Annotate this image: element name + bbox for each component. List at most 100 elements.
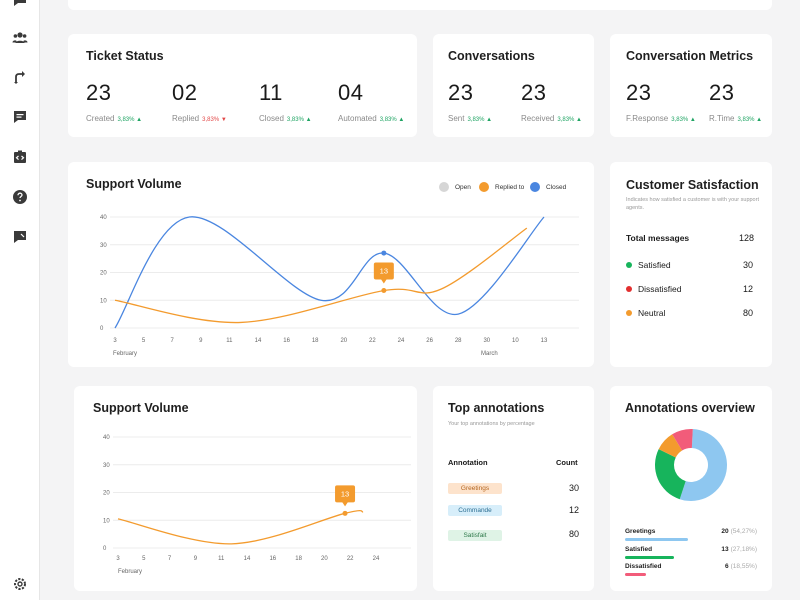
stat-response-time: 23 R.Time 3,83% ▲ [709,80,762,123]
legend-open[interactable]: Open [439,182,471,192]
settings-icon[interactable] [12,576,28,592]
overview-label: Dissatisfied [625,563,662,570]
overview-value: 20 (54,27%) [721,528,757,535]
overview-row: Greetings 20 (54,27%) [625,528,757,544]
conversations-card: Conversations 23 Sent 3,83% ▲ 23 Received… [433,34,594,137]
x-tick-label: 16 [283,338,290,344]
tooltip-point [342,510,348,516]
overview-bar [625,573,646,576]
help-icon[interactable] [12,189,28,205]
y-tick-label: 40 [103,435,110,441]
row-label: Neutral [638,308,666,318]
y-tick-label: 10 [100,298,107,304]
route-icon[interactable] [12,69,28,85]
legend-label: Closed [546,183,567,191]
annotations-overview-card: Annotations overview Greetings 20 (54,27%)… [610,386,772,591]
row-label: Dissatisfied [638,284,682,294]
card-title: Ticket Status [86,49,164,63]
y-tick-label: 20 [100,271,107,277]
legend-label: Open [455,183,471,191]
col-count: Count [556,458,578,467]
code-icon[interactable] [12,149,28,165]
x-tick-label: 18 [312,338,319,344]
stat-value: 23 [448,80,474,105]
top-annotations-card: Top annotations Your top annotations by … [433,386,594,591]
donut-slice [658,434,683,458]
status-dot [626,262,632,268]
x-tick-label: 14 [244,556,251,562]
annotation-tag-satisfait[interactable]: Satisfait [448,530,502,541]
conversation-metrics-card: Conversation Metrics 23 F.Response 3,83% … [610,34,772,137]
stat-label: R.Time [709,114,735,123]
tooltip-pointer [380,279,387,284]
x-tick-label: 22 [369,338,376,344]
stat-label: F.Response [626,114,669,123]
stat-pct: 3,83% ▲ [467,117,493,123]
month-label: February [118,569,142,575]
stat-received: 23 Received 3,83% ▲ [521,80,582,123]
x-tick-label: 3 [116,556,120,562]
satisfied-row: Satisfied [626,260,671,270]
card-title: Conversations [448,49,535,63]
y-tick-label: 20 [103,491,110,497]
card-title: Customer Satisfaction [626,178,759,192]
x-tick-label: 28 [455,338,462,344]
dissatisfied-row: Dissatisfied [626,284,681,294]
card-title: Annotations overview [625,401,755,415]
sidebar [0,0,40,600]
x-tick-label: 20 [340,338,347,344]
x-tick-label: 30 [483,338,490,344]
overview-row: Dissatisfied 6 (18,55%) [625,563,757,579]
annotation-tag-commande[interactable]: Commande [448,505,502,516]
x-tick-label: 22 [347,556,354,562]
x-tick-label: 13 [541,338,548,344]
status-dot [626,310,632,316]
tooltip-text: 13 [380,267,388,276]
top-card [68,0,772,10]
feedback-icon[interactable] [12,229,28,245]
status-dot [626,286,632,292]
stat-label: Closed [259,114,284,123]
y-tick-label: 0 [100,326,104,332]
stat-label: Automated [338,114,377,123]
x-tick-label: 9 [194,556,198,562]
x-tick-label: 20 [321,556,328,562]
stat-pct: 3,83% ▲ [379,117,405,123]
donut-slice [655,449,686,500]
stat-pct: 3,83% ▲ [117,117,143,123]
x-tick-label: 16 [269,556,276,562]
legend-dot [530,182,540,192]
y-tick-label: 0 [103,546,107,552]
series-line-replied-to [114,227,528,324]
overview-row: Satisfied 13 (27,18%) [625,546,757,562]
chat-icon[interactable] [12,0,28,8]
support-volume-small-card: Support Volume 0 10 20 30 40 3 5 7 9 11 14 16 18 20 22… [74,386,417,591]
month-label: February [113,351,137,357]
dissatisfied-value: 12 [742,284,753,294]
stat-pct: 3,83% ▲ [286,117,312,123]
stat-value: 02 [172,80,198,105]
series-line-closed [114,216,545,329]
donut-slice [672,429,693,451]
x-tick-label: 11 [218,556,225,562]
legend-closed[interactable]: Closed [530,182,566,192]
ticket-status-card: Ticket Status 23 Created 3,83% ▲ 02 Repli… [68,34,417,137]
legend-dot [479,182,489,192]
stat-pct: 3,83% ▼ [202,117,227,123]
x-tick-label: 3 [113,338,117,344]
overview-bar [625,538,688,541]
customer-satisfaction-card: Customer Satisfaction Indicates how sati… [610,162,772,367]
stat-closed: 11 Closed 3,83% ▲ [259,80,312,123]
annotation-tag-greetings[interactable]: Greetings [448,483,502,494]
annotations-donut-chart [655,429,727,501]
legend-replied[interactable]: Replied to [479,182,524,192]
stat-created: 23 Created 3,83% ▲ [86,80,142,123]
message-icon[interactable] [12,109,28,125]
stat-replied: 02 Replied 3,83% ▼ [172,80,227,123]
users-icon[interactable] [12,30,28,46]
stat-label: Received [521,114,555,123]
donut-slice [679,429,727,501]
stat-label: Sent [448,114,465,123]
y-tick-label: 10 [103,518,110,524]
stat-value: 23 [626,80,652,105]
